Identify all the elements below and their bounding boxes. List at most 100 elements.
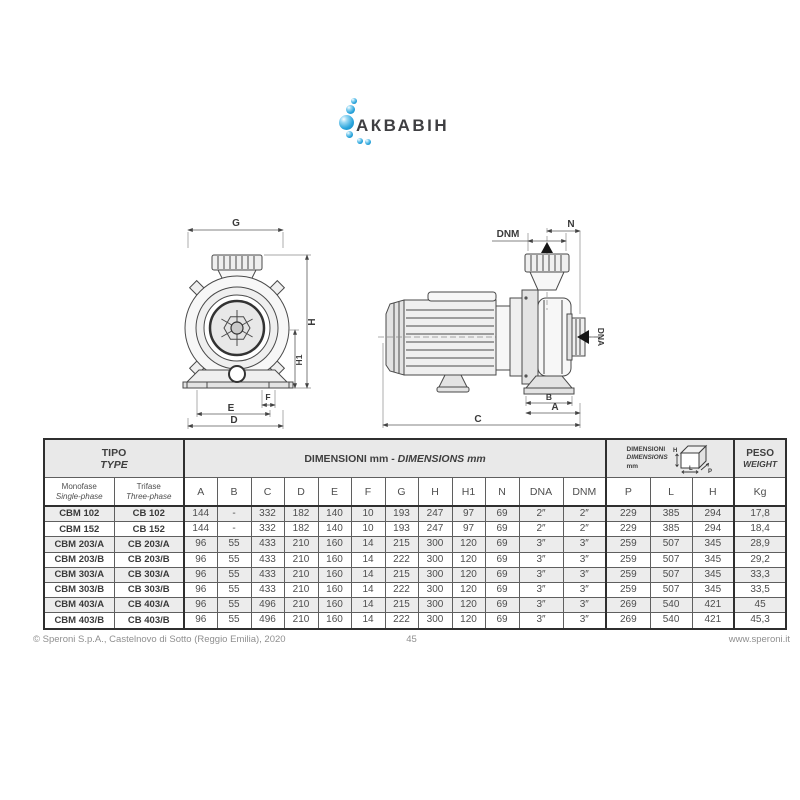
column-header-e: E <box>317 477 352 507</box>
dimension-cell: 144 <box>183 521 218 538</box>
column-header-h-pkg: H <box>691 477 736 507</box>
table-row: CBM 102 CB 102 144-332 182 140 10 193 247 97 69 2″… <box>43 505 787 523</box>
dimension-cell: 120 <box>451 597 486 614</box>
dimension-cell: 294 <box>691 505 736 523</box>
model-cell: CB 152 <box>113 521 185 538</box>
header-trifase: Trifase Three-phase <box>113 477 185 507</box>
dimension-cell: 229 <box>605 505 651 523</box>
dimension-cell: 229 <box>605 521 651 538</box>
dimension-cell: 269 <box>605 612 651 629</box>
dimension-cell: 540 <box>649 597 693 614</box>
dimension-cell: 345 <box>691 551 736 568</box>
model-cell: CBM 102 <box>43 505 115 523</box>
dimension-cell: - <box>216 505 252 523</box>
model-cell: CB 403/B <box>113 612 185 629</box>
dimension-cell: 96 <box>183 566 218 583</box>
dimension-cell: 55 <box>216 597 252 614</box>
table-row: CBM 303/B CB 303/B 96 55 433 210 160 14 222 300 12… <box>43 581 787 599</box>
dimension-cell: 69 <box>484 521 520 538</box>
dim-label-N: N <box>567 219 574 230</box>
model-cell: CBM 403/B <box>43 612 115 629</box>
dimension-cell: 3″ <box>518 551 564 568</box>
logo-bubble <box>357 138 363 144</box>
table-body: CBM 102 CB 102 144-332 182 140 10 193 247 97 69 2″… <box>43 505 787 629</box>
dimension-cell: 332 <box>250 521 285 538</box>
header-monofase: Monofase Single-phase <box>43 477 115 507</box>
header-tipo: TIPO TYPE <box>43 438 185 478</box>
dimension-cell: 55 <box>216 551 252 568</box>
dimension-cell: 215 <box>384 536 419 553</box>
copyright-text: © Speroni S.p.A., Castelnovo di Sotto (R… <box>33 634 286 645</box>
header-package-dimensions: DIMENSIONI DIMENSIONS mm H L <box>605 438 736 478</box>
dimension-cell: 97 <box>451 505 486 523</box>
dimension-cell: 69 <box>484 536 520 553</box>
page-number: 45 <box>406 634 417 645</box>
dimension-cell: 433 <box>250 536 285 553</box>
column-header-f: F <box>350 477 386 507</box>
dimension-cell: 247 <box>417 521 453 538</box>
dimension-cell: 540 <box>649 612 693 629</box>
dimension-cell: 222 <box>384 581 419 599</box>
dimension-cell: 300 <box>417 566 453 583</box>
header-dimensions-group: DIMENSIONI mm - DIMENSIONS mm <box>183 438 608 478</box>
dimension-cell: 160 <box>317 536 352 553</box>
dimension-cell: 247 <box>417 505 453 523</box>
column-header-d: D <box>283 477 319 507</box>
dimension-cell: 507 <box>649 536 693 553</box>
dim-label-H1: H1 <box>294 354 304 365</box>
tipo-label: TIPO <box>101 446 127 459</box>
dimension-cell: 14 <box>350 551 386 568</box>
package-dim-it: DIMENSIONI <box>626 446 666 454</box>
three-phase-label: Three-phase <box>126 491 172 501</box>
dimension-cell: 259 <box>605 581 651 599</box>
dimension-cell: 14 <box>350 597 386 614</box>
dimension-cell: 496 <box>250 612 285 629</box>
dimension-cell: 55 <box>216 581 252 599</box>
dimension-cell: 210 <box>283 581 319 599</box>
dimension-cell: 14 <box>350 581 386 599</box>
dimension-cell: 120 <box>451 566 486 583</box>
dimension-cell: 193 <box>384 505 419 523</box>
dimensions-label-it: DIMENSIONI mm - <box>304 452 398 465</box>
dimension-cell: 3″ <box>518 597 564 614</box>
peso-label: PESO <box>746 448 774 459</box>
dimension-cell: 210 <box>283 566 319 583</box>
dimension-cell: 300 <box>417 581 453 599</box>
model-cell: CB 303/A <box>113 566 185 583</box>
dimension-cell: 96 <box>183 612 218 629</box>
column-header-b: B <box>216 477 252 507</box>
dimension-cell: 2″ <box>518 505 564 523</box>
dimension-cell: 259 <box>605 536 651 553</box>
dimension-cell: 160 <box>317 597 352 614</box>
dimension-cell: 345 <box>691 566 736 583</box>
dimension-cell: 55 <box>216 612 252 629</box>
dimension-cell: 345 <box>691 581 736 599</box>
dimensions-table: TIPO TYPE DIMENSIONI mm - DIMENSIONS mm … <box>43 438 788 630</box>
dimension-cell: 10 <box>350 505 386 523</box>
dimension-cell: 160 <box>317 581 352 599</box>
dimension-cell: 507 <box>649 551 693 568</box>
dimension-cell: 2″ <box>518 521 564 538</box>
dimension-cell: 69 <box>484 612 520 629</box>
trifase-label: Trifase <box>136 482 161 492</box>
type-label: TYPE <box>100 458 128 471</box>
dimension-cell: 97 <box>451 521 486 538</box>
dimension-cell: 3″ <box>518 612 564 629</box>
dimension-cell: 69 <box>484 597 520 614</box>
model-cell: CBM 303/B <box>43 581 115 599</box>
column-header-n: N <box>484 477 520 507</box>
dimension-cell: 332 <box>250 505 285 523</box>
dimension-cell: 160 <box>317 612 352 629</box>
dimension-cell: 433 <box>250 551 285 568</box>
dimension-cell: 96 <box>183 551 218 568</box>
dimension-cell: 294 <box>691 521 736 538</box>
dimension-cell: 269 <box>605 597 651 614</box>
dimension-cell: 385 <box>649 521 693 538</box>
dim-label-G: G <box>232 218 240 229</box>
dimension-cell: 69 <box>484 566 520 583</box>
box-p-label: P <box>708 469 712 475</box>
dimension-cell: 55 <box>216 566 252 583</box>
dimension-cell: 160 <box>317 551 352 568</box>
dimension-cell: 433 <box>250 581 285 599</box>
